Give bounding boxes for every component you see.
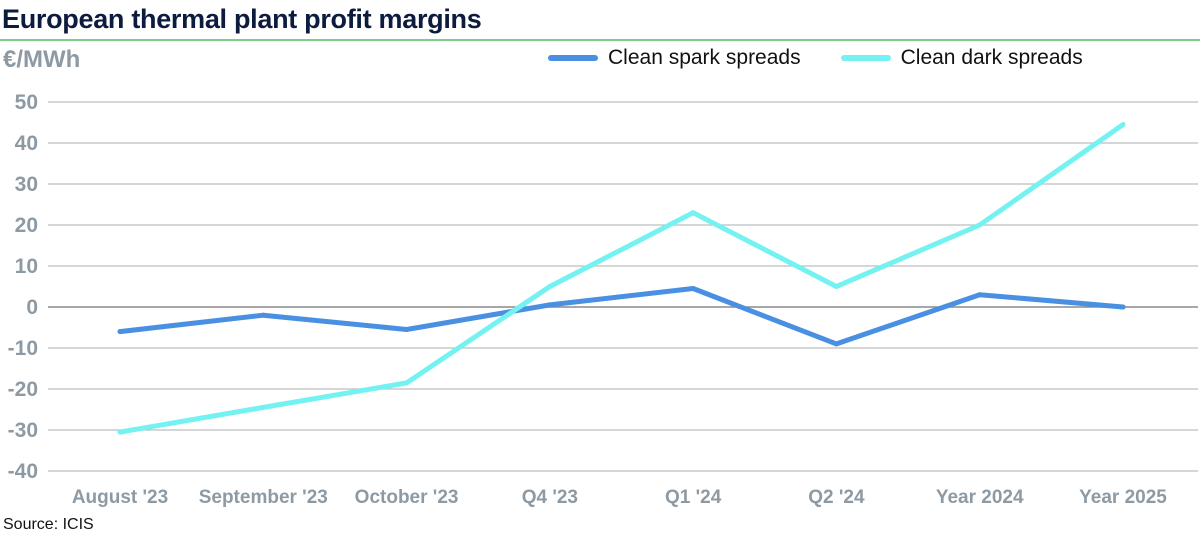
y-tick-label: 40 xyxy=(15,132,38,155)
x-tick-label: Q1 '24 xyxy=(665,487,722,508)
data-point xyxy=(1120,122,1126,128)
y-tick-label: -20 xyxy=(8,378,38,401)
data-point xyxy=(977,222,983,228)
x-tick-label: Q2 '24 xyxy=(808,487,865,508)
data-point xyxy=(690,210,696,216)
x-tick-label: October '23 xyxy=(355,487,459,508)
y-tick-label: 30 xyxy=(15,173,38,196)
x-tick-label: Year 2025 xyxy=(1079,487,1167,508)
data-point xyxy=(977,292,983,298)
data-point xyxy=(1120,304,1126,310)
data-point xyxy=(833,341,839,347)
chart-title: European thermal plant profit margins xyxy=(2,4,482,34)
y-tick-label: 20 xyxy=(15,214,38,237)
x-tick-label: Q4 '23 xyxy=(522,487,578,508)
legend-item-clean-spark-spreads: Clean spark spreads xyxy=(548,46,801,70)
data-point xyxy=(260,404,266,410)
x-tick-label: August '23 xyxy=(72,487,168,508)
data-point xyxy=(260,312,266,318)
y-axis-unit-label: €/MWh xyxy=(3,46,81,73)
x-tick-label: Year 2024 xyxy=(936,487,1024,508)
y-tick-label: -30 xyxy=(8,419,38,442)
data-point xyxy=(547,302,553,308)
legend-swatch-clean-spark-spreads xyxy=(548,55,598,61)
chart-legend: Clean spark spreads Clean dark spreads xyxy=(548,46,1083,70)
y-tick-label: -10 xyxy=(8,337,38,360)
data-point xyxy=(117,329,123,335)
y-tick-label: 0 xyxy=(26,296,38,319)
y-tick-label: 10 xyxy=(15,255,38,278)
legend-label-clean-spark-spreads: Clean spark spreads xyxy=(608,46,801,69)
x-tick-label: September '23 xyxy=(199,487,328,508)
y-tick-label: 50 xyxy=(15,91,38,114)
data-point xyxy=(547,284,553,289)
data-point xyxy=(404,327,410,333)
title-divider xyxy=(0,39,1200,41)
data-point xyxy=(833,284,839,289)
legend-swatch-clean-dark-spreads xyxy=(840,55,891,61)
series-line-clean-dark-spreads xyxy=(117,122,1126,435)
y-tick-label: -40 xyxy=(8,460,38,483)
legend-label-clean-dark-spreads: Clean dark spreads xyxy=(900,46,1083,69)
source-note: Source: ICIS xyxy=(3,516,94,533)
legend-item-clean-dark-spreads: Clean dark spreads xyxy=(840,46,1083,70)
series-line-clean-spark-spreads xyxy=(117,286,1126,347)
data-point xyxy=(690,286,696,292)
data-point xyxy=(404,380,410,386)
data-point xyxy=(117,429,123,435)
